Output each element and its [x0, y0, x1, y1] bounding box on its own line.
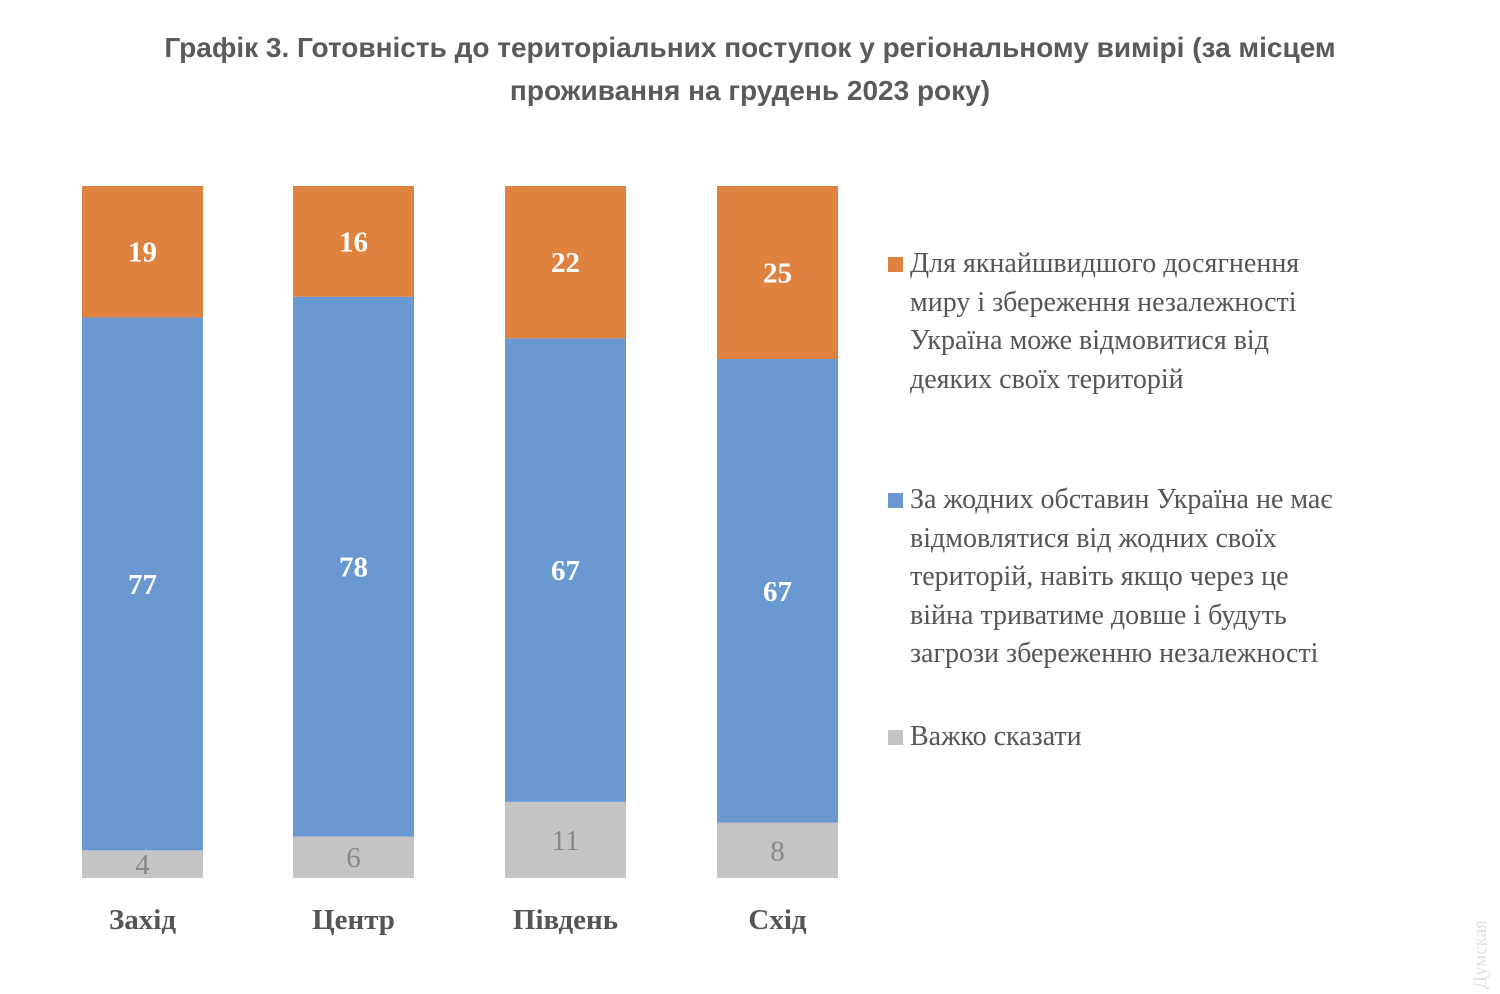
- data-label: 77: [128, 569, 157, 601]
- x-tick-label: Центр: [312, 904, 395, 936]
- legend-label: Важко сказати: [910, 721, 1082, 752]
- bar-segment: [505, 186, 626, 339]
- legend-label: війна триватиме довше і будуть: [910, 599, 1287, 631]
- data-label: 25: [763, 258, 792, 290]
- chart-title: Графік 3. Готовність до територіальних п…: [0, 26, 1500, 112]
- legend-item: Для якнайшвидшого досягнення миру і збере…: [888, 245, 1468, 399]
- x-tick-label: Захід: [109, 904, 176, 936]
- data-label: 78: [339, 552, 368, 584]
- data-label: 67: [763, 576, 792, 608]
- bar-segment: [82, 186, 203, 318]
- legend-label: миру і збереження незалежності: [910, 286, 1297, 318]
- legend-swatch: [888, 730, 903, 745]
- legend-label: загрози збереженню незалежності: [910, 638, 1319, 669]
- bar-segment: [717, 822, 838, 878]
- legend-label: За жодних обставин Україна не має: [910, 484, 1333, 515]
- bar-segment: [505, 338, 626, 802]
- bar-segment: [505, 801, 626, 878]
- legend-label: територій, навіть якщо через це: [910, 561, 1289, 592]
- data-label: 8: [770, 835, 785, 867]
- legend-label: відмовлятися від жодних своїх: [910, 522, 1277, 554]
- x-tick-label: Схід: [748, 904, 807, 936]
- chart-title-line-2: проживання на грудень 2023 року): [509, 75, 991, 106]
- x-tick-label: Південь: [513, 904, 618, 936]
- legend-swatch: [888, 257, 903, 272]
- data-label: 19: [128, 237, 157, 269]
- legend-item: За жодних обставин Україна не має відмовл…: [888, 481, 1468, 674]
- bar-segment: [82, 317, 203, 851]
- bar-segment: [717, 359, 838, 823]
- bar-segment: [717, 186, 838, 359]
- bar-segment: [293, 836, 414, 878]
- legend-label: деяких своїх територій: [910, 363, 1184, 395]
- data-label: 11: [552, 825, 580, 857]
- data-label: 22: [551, 247, 580, 279]
- data-label: 4: [135, 849, 150, 881]
- data-label: 67: [551, 555, 580, 587]
- legend-label: Для якнайшвидшого досягнення: [910, 248, 1300, 279]
- bar-segment: [293, 186, 414, 297]
- watermark-logo: Думская: [1470, 920, 1491, 989]
- legend-item: Важко сказати: [888, 718, 1468, 757]
- bar-segment: [82, 850, 203, 878]
- svg-text:Думская: Думская: [1470, 920, 1491, 989]
- data-label: 16: [339, 226, 368, 258]
- bar-segment: [293, 296, 414, 837]
- chart-title-line-1: Графік 3. Готовність до територіальних п…: [164, 32, 1336, 63]
- legend-label: Україна може відмовитися від: [910, 325, 1269, 356]
- legend-swatch: [888, 493, 903, 508]
- data-label: 6: [346, 842, 361, 874]
